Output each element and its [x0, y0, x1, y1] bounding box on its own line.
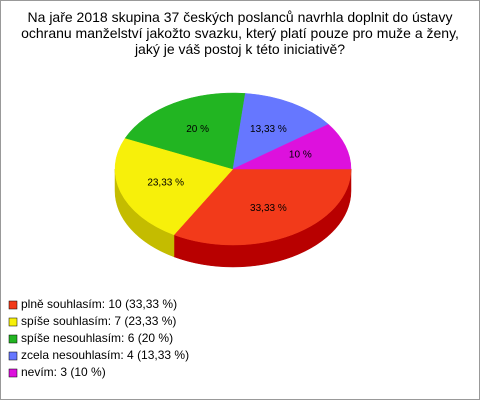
slice — [173, 168, 352, 246]
legend-label: spíše souhlasím: 7 (23,33 %) — [21, 314, 176, 328]
chart-title: Na jaře 2018 skupina 37 českých poslanců… — [21, 9, 459, 57]
slice — [114, 137, 234, 236]
slice-label: 20 % — [186, 124, 209, 135]
legend-label: spíše nesouhlasím: 6 (20 %) — [21, 331, 173, 345]
legend-swatch — [8, 334, 18, 344]
legend-label: plně souhlasím: 10 (33,33 %) — [21, 297, 177, 311]
legend-label: zcela nesouhlasím: 4 (13,33 %) — [21, 348, 189, 362]
legend: plně souhlasím: 10 (33,33 %) spíše souhla… — [8, 297, 189, 379]
slice-label: 10 % — [289, 150, 312, 161]
slice-label: 13,33 % — [250, 124, 287, 135]
slice-label: 23,33 % — [147, 178, 184, 189]
slice — [232, 124, 352, 170]
legend-label: nevím: 3 (10 %) — [21, 365, 106, 379]
legend-swatch — [8, 351, 18, 361]
slice-label: 33,33 % — [250, 203, 287, 214]
slice — [232, 93, 329, 170]
legend-swatch — [8, 300, 18, 310]
legend-swatch — [8, 317, 18, 327]
slice — [124, 92, 246, 170]
legend-swatch — [8, 368, 18, 378]
